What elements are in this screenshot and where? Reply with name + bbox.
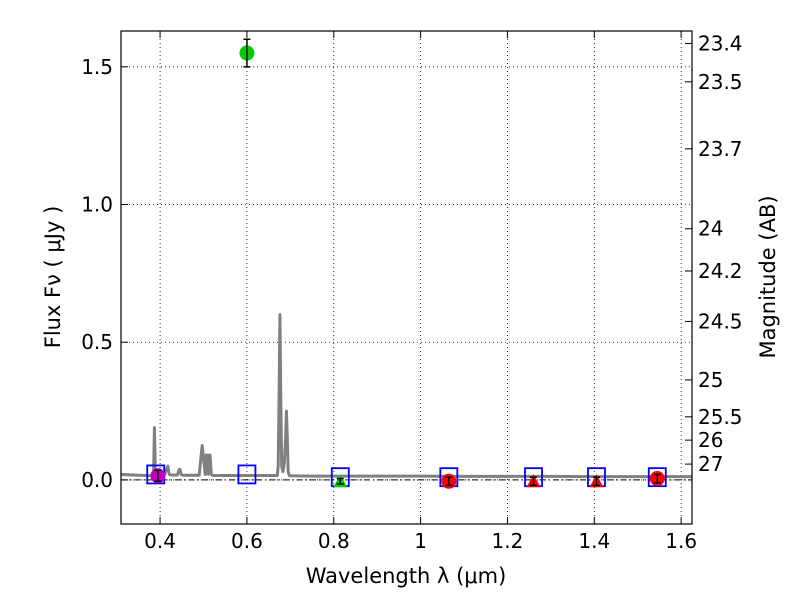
observed-photometry-points	[150, 38, 665, 489]
x-axis-ticks: 0.4 0.6 0.8 1 1.2 1.4 1.6	[144, 31, 697, 553]
magnitude-tick-label: 24.2	[698, 259, 743, 283]
y-tick-label: 0.0	[81, 468, 113, 492]
magnitude-tick-label: 23.4	[698, 31, 743, 55]
y-axis-label: Flux Fν ( μJy )	[41, 206, 65, 349]
model-spectrum-line	[120, 313, 692, 479]
magnitude-tick-label: 25.5	[698, 405, 743, 429]
magnitude-tick-label: 23.5	[698, 70, 743, 94]
x-tick-label: 0.6	[231, 529, 263, 553]
x-tick-label: 1.2	[492, 529, 524, 553]
model-photometry-square	[237, 464, 257, 485]
model-photometry-square	[647, 467, 667, 488]
magnitude-tick-label: 24.5	[698, 309, 743, 333]
magnitude-tick-label: 25	[698, 368, 723, 392]
y-tick-label: 0.5	[81, 330, 113, 354]
y-axis-ticks: 0.0 0.5 1.0 1.5	[81, 55, 128, 492]
magnitude-tick-label: 26	[698, 428, 723, 452]
x-tick-label: 1.4	[578, 529, 610, 553]
plot-frame	[120, 30, 693, 525]
y-tick-label: 1.0	[81, 193, 113, 217]
y-tick-label: 1.5	[81, 55, 113, 79]
magnitude-tick-label: 23.7	[698, 137, 743, 161]
x-tick-label: 1	[414, 529, 427, 553]
magnitude-tick-label: 27	[698, 452, 723, 476]
x-tick-label: 1.6	[665, 529, 697, 553]
x-tick-label: 0.4	[144, 529, 176, 553]
x-tick-label: 0.8	[318, 529, 350, 553]
magnitude-axis-label: Magnitude (AB)	[756, 195, 780, 358]
x-axis-label: Wavelength λ (μm)	[306, 564, 507, 588]
magnitude-tick-label: 24	[698, 217, 723, 241]
